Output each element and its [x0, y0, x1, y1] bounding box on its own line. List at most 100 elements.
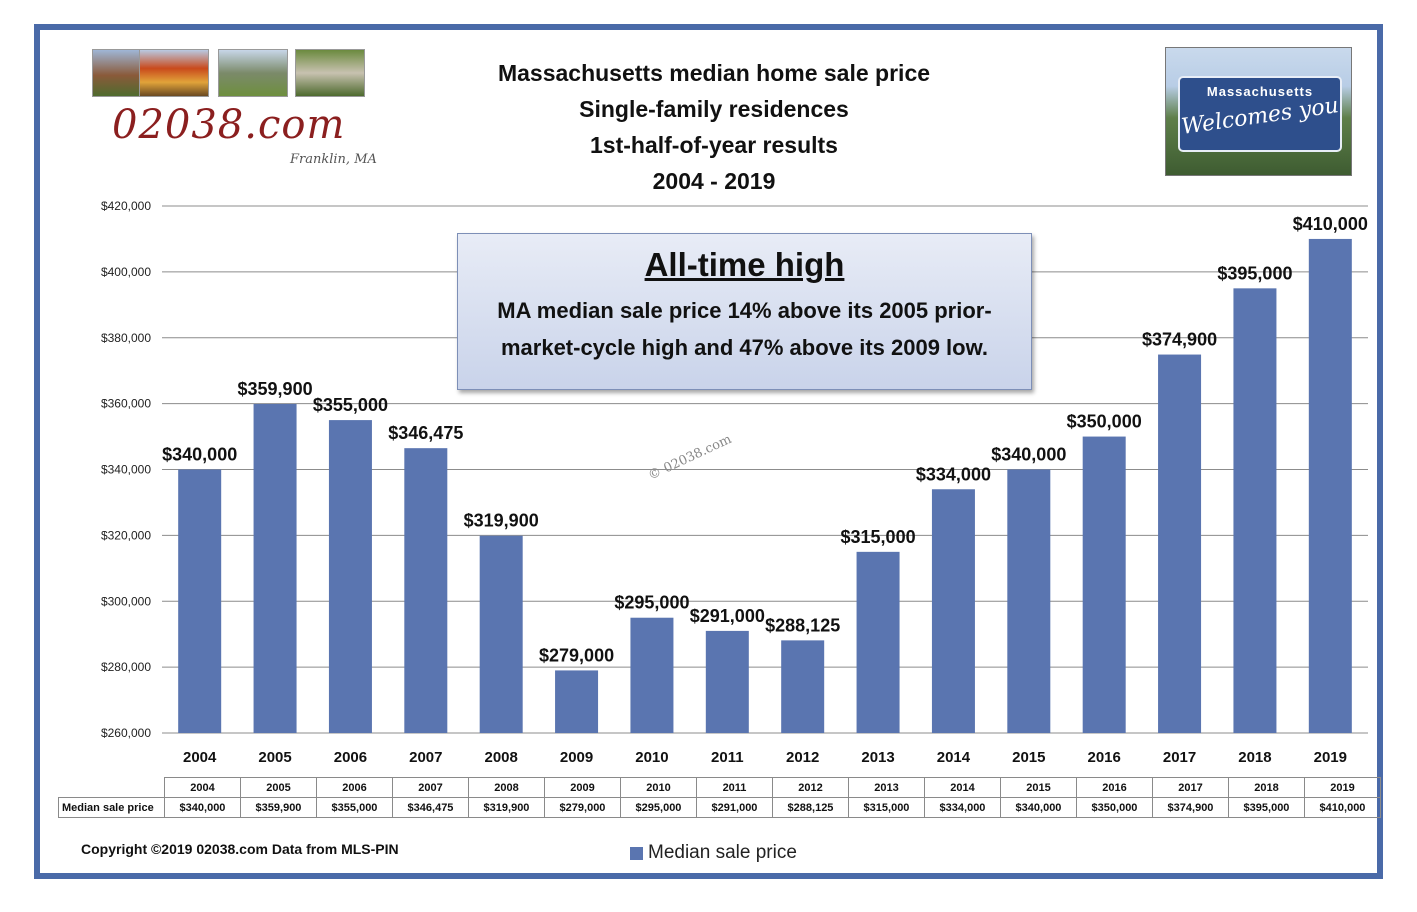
- table-value-cell: $340,000: [164, 797, 241, 818]
- table-year-cell: 2008: [468, 777, 545, 798]
- x-tick-label: 2011: [711, 749, 744, 766]
- bar: [178, 469, 222, 733]
- data-table: 2004 2005 2006 2007 2008 2009 2010 2011 2012 2013…: [58, 777, 1381, 818]
- site-logo: 02038.com Franklin, MA: [90, 46, 410, 176]
- y-tick-label: $380,000: [101, 331, 151, 345]
- bar: [1158, 354, 1202, 733]
- x-tick-label: 2009: [560, 749, 593, 766]
- welcome-sign-image: Massachusetts Welcomes you: [1165, 47, 1352, 176]
- x-tick-label: 2014: [937, 749, 971, 766]
- legend-label: Median sale price: [648, 842, 797, 863]
- table-value-cell: $291,000: [696, 797, 773, 818]
- photo-thumb-2: [139, 49, 209, 97]
- table-value-cell: $374,900: [1152, 797, 1229, 818]
- legend-swatch: [630, 846, 643, 860]
- bar: [1308, 238, 1352, 733]
- table-year-cell: 2014: [924, 777, 1001, 798]
- x-tick-label: 2019: [1314, 749, 1347, 766]
- data-label: $359,900: [238, 379, 313, 399]
- title-line-3: 1st-half-of-year results: [590, 132, 838, 158]
- title-line-4: 2004 - 2019: [652, 168, 776, 194]
- table-year-cell: 2017: [1152, 777, 1229, 798]
- table-year-cell: 2019: [1304, 777, 1381, 798]
- x-tick-label: 2010: [635, 749, 668, 766]
- table-value-cell: $340,000: [1000, 797, 1077, 818]
- table-year-cell: 2015: [1000, 777, 1077, 798]
- bar: [1233, 288, 1277, 733]
- table-year-cell: 2018: [1228, 777, 1305, 798]
- data-label: $346,475: [388, 423, 463, 443]
- table-value-cell: $410,000: [1304, 797, 1381, 818]
- data-label: $350,000: [1067, 412, 1142, 432]
- table-value-cell: $279,000: [544, 797, 621, 818]
- table-year-cell: 2005: [240, 777, 317, 798]
- callout-line-1: MA median sale price 14% above its 2005 …: [497, 298, 992, 323]
- data-label: $334,000: [916, 464, 991, 484]
- bar: [781, 640, 825, 733]
- logo-text: 02038.com: [112, 102, 346, 148]
- data-label: $295,000: [614, 593, 689, 613]
- table-year-cell: 2009: [544, 777, 621, 798]
- title-line-2: Single-family residences: [579, 96, 849, 122]
- data-label: $288,125: [765, 615, 840, 635]
- table-year-cell: 2010: [620, 777, 697, 798]
- bar: [404, 448, 448, 733]
- x-tick-label: 2017: [1163, 749, 1196, 766]
- table-value-row: Median sale price $340,000 $359,900 $355,0…: [58, 797, 1381, 818]
- chart-title: Massachusetts median home sale price Sin…: [440, 55, 988, 199]
- x-tick-label: 2007: [409, 749, 442, 766]
- table-value-cell: $319,900: [468, 797, 545, 818]
- x-tick-label: 2005: [258, 749, 291, 766]
- x-tick-label: 2016: [1088, 749, 1121, 766]
- table-value-cell: $359,900: [240, 797, 317, 818]
- data-label: $410,000: [1293, 214, 1368, 234]
- sign-board: Massachusetts Welcomes you: [1178, 76, 1342, 152]
- table-year-row: 2004 2005 2006 2007 2008 2009 2010 2011 2012 2013…: [58, 777, 1381, 798]
- x-tick-label: 2018: [1238, 749, 1271, 766]
- table-value-cell: $315,000: [848, 797, 925, 818]
- y-tick-label: $340,000: [101, 463, 151, 477]
- bar: [555, 670, 599, 733]
- data-label: $279,000: [539, 645, 614, 665]
- photo-thumb-3: [218, 49, 288, 97]
- table-corner: [58, 777, 165, 798]
- data-label: $291,000: [690, 606, 765, 626]
- table-year-cell: 2004: [164, 777, 241, 798]
- bar: [931, 489, 975, 733]
- y-tick-label: $260,000: [101, 726, 151, 740]
- title-line-1: Massachusetts median home sale price: [497, 60, 931, 86]
- data-label: $395,000: [1217, 263, 1292, 283]
- callout-box: All-time high MA median sale price 14% a…: [457, 233, 1032, 390]
- table-value-cell: $334,000: [924, 797, 1001, 818]
- y-tick-label: $360,000: [101, 397, 151, 411]
- table-value-cell: $346,475: [392, 797, 469, 818]
- table-value-cell: $355,000: [316, 797, 393, 818]
- x-tick-label: 2012: [786, 749, 819, 766]
- logo-subtitle: Franklin, MA: [290, 152, 377, 167]
- bar: [1007, 469, 1051, 733]
- y-tick-label: $300,000: [101, 594, 151, 608]
- data-label: $319,900: [464, 511, 539, 531]
- table-year-cell: 2011: [696, 777, 773, 798]
- x-tick-label: 2008: [485, 749, 518, 766]
- bar: [328, 420, 372, 733]
- bar: [630, 617, 674, 733]
- data-label: $374,900: [1142, 330, 1217, 350]
- y-tick-label: $420,000: [101, 199, 151, 213]
- callout-heading: All-time high: [644, 246, 845, 283]
- x-tick-label: 2004: [183, 749, 217, 766]
- y-tick-label: $280,000: [101, 660, 151, 674]
- callout-body: MA median sale price 14% above its 2005 …: [458, 292, 1031, 366]
- bar: [479, 535, 523, 733]
- bar: [705, 630, 749, 733]
- table-year-cell: 2007: [392, 777, 469, 798]
- copyright-text: Copyright ©2019 02038.com Data from MLS-…: [81, 841, 399, 857]
- y-tick-label: $400,000: [101, 265, 151, 279]
- table-value-cell: $395,000: [1228, 797, 1305, 818]
- table-value-cell: $288,125: [772, 797, 849, 818]
- data-label: $315,000: [841, 527, 916, 547]
- photo-thumb-4: [295, 49, 365, 97]
- table-year-cell: 2016: [1076, 777, 1153, 798]
- table-year-cell: 2012: [772, 777, 849, 798]
